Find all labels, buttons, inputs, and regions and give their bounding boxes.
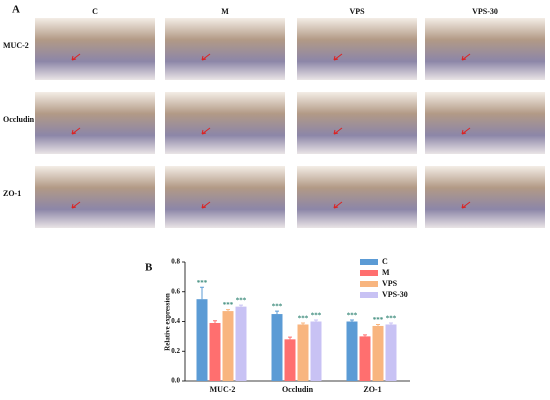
micrograph <box>425 92 545 154</box>
significance: *** <box>298 315 309 323</box>
legend-swatch <box>360 270 378 276</box>
micrograph <box>165 92 285 154</box>
error-bar <box>239 304 243 307</box>
micrograph <box>35 166 155 228</box>
arrow <box>461 53 471 61</box>
x-tick-label: Occludin <box>282 385 314 394</box>
micrograph <box>425 18 545 80</box>
panel-label: B <box>145 262 153 274</box>
arrow <box>461 127 471 135</box>
column-label: M <box>221 7 229 16</box>
significance: *** <box>347 312 358 320</box>
legend-label: M <box>382 268 390 277</box>
micrograph <box>297 166 417 228</box>
arrow <box>71 201 81 209</box>
significance: *** <box>386 315 397 323</box>
bar <box>385 324 397 381</box>
bar <box>372 325 384 381</box>
error-bar <box>389 322 393 325</box>
micrograph <box>297 92 417 154</box>
bar <box>271 314 283 381</box>
arrow <box>333 201 343 209</box>
micrograph <box>297 18 417 80</box>
significance: *** <box>272 303 283 311</box>
micrograph <box>35 92 155 154</box>
arrow <box>71 53 81 61</box>
bar <box>222 311 234 381</box>
row-label: Occludin <box>3 115 35 124</box>
bar <box>235 306 247 381</box>
error-bar <box>288 336 292 340</box>
significance: *** <box>311 312 322 320</box>
column-label: VPS <box>349 7 365 16</box>
column-label: VPS-30 <box>472 7 498 16</box>
micrograph <box>425 166 545 228</box>
legend-swatch <box>360 259 378 265</box>
bar <box>284 339 296 381</box>
x-tick-label: MUC-2 <box>210 385 236 394</box>
legend-label: VPS <box>382 279 398 288</box>
error-bar <box>200 286 204 300</box>
column-label: C <box>92 7 98 16</box>
arrow <box>333 53 343 61</box>
legend-swatch <box>360 292 378 298</box>
arrow <box>201 201 211 209</box>
y-axis-label: Relative expression <box>164 293 172 351</box>
row-label: MUC-2 <box>3 41 29 50</box>
y-tick-label: 0.6 <box>171 287 180 295</box>
x-tick-label: ZO-1 <box>363 385 381 394</box>
bar <box>359 336 371 381</box>
y-tick-label: 0.0 <box>171 377 180 385</box>
error-bar <box>301 322 305 325</box>
bar <box>346 321 358 381</box>
micrograph <box>35 18 155 80</box>
error-bar <box>376 323 380 326</box>
error-bar <box>226 309 230 312</box>
bar <box>310 321 322 381</box>
panel-label: A <box>12 4 20 16</box>
y-tick-label: 0.8 <box>171 258 180 266</box>
arrow <box>201 53 211 61</box>
significance: *** <box>197 279 208 287</box>
arrow <box>333 127 343 135</box>
significance: *** <box>373 316 384 324</box>
arrow <box>461 201 471 209</box>
micrograph <box>165 18 285 80</box>
error-bar <box>213 320 217 323</box>
significance: *** <box>236 297 247 305</box>
error-bar <box>363 334 367 337</box>
legend-label: C <box>382 257 388 266</box>
legend-label: VPS-30 <box>382 290 408 299</box>
arrow <box>71 127 81 135</box>
arrow <box>201 127 211 135</box>
error-bar <box>314 319 318 322</box>
bar <box>297 324 309 381</box>
micrograph <box>165 166 285 228</box>
bar <box>209 322 221 381</box>
bar <box>196 299 208 381</box>
error-bar <box>350 319 354 322</box>
error-bar <box>275 310 279 315</box>
legend-swatch <box>360 281 378 287</box>
y-tick-label: 0.2 <box>171 347 180 355</box>
row-label: ZO-1 <box>3 189 21 198</box>
y-tick-label: 0.4 <box>171 317 180 325</box>
significance: *** <box>223 301 234 309</box>
